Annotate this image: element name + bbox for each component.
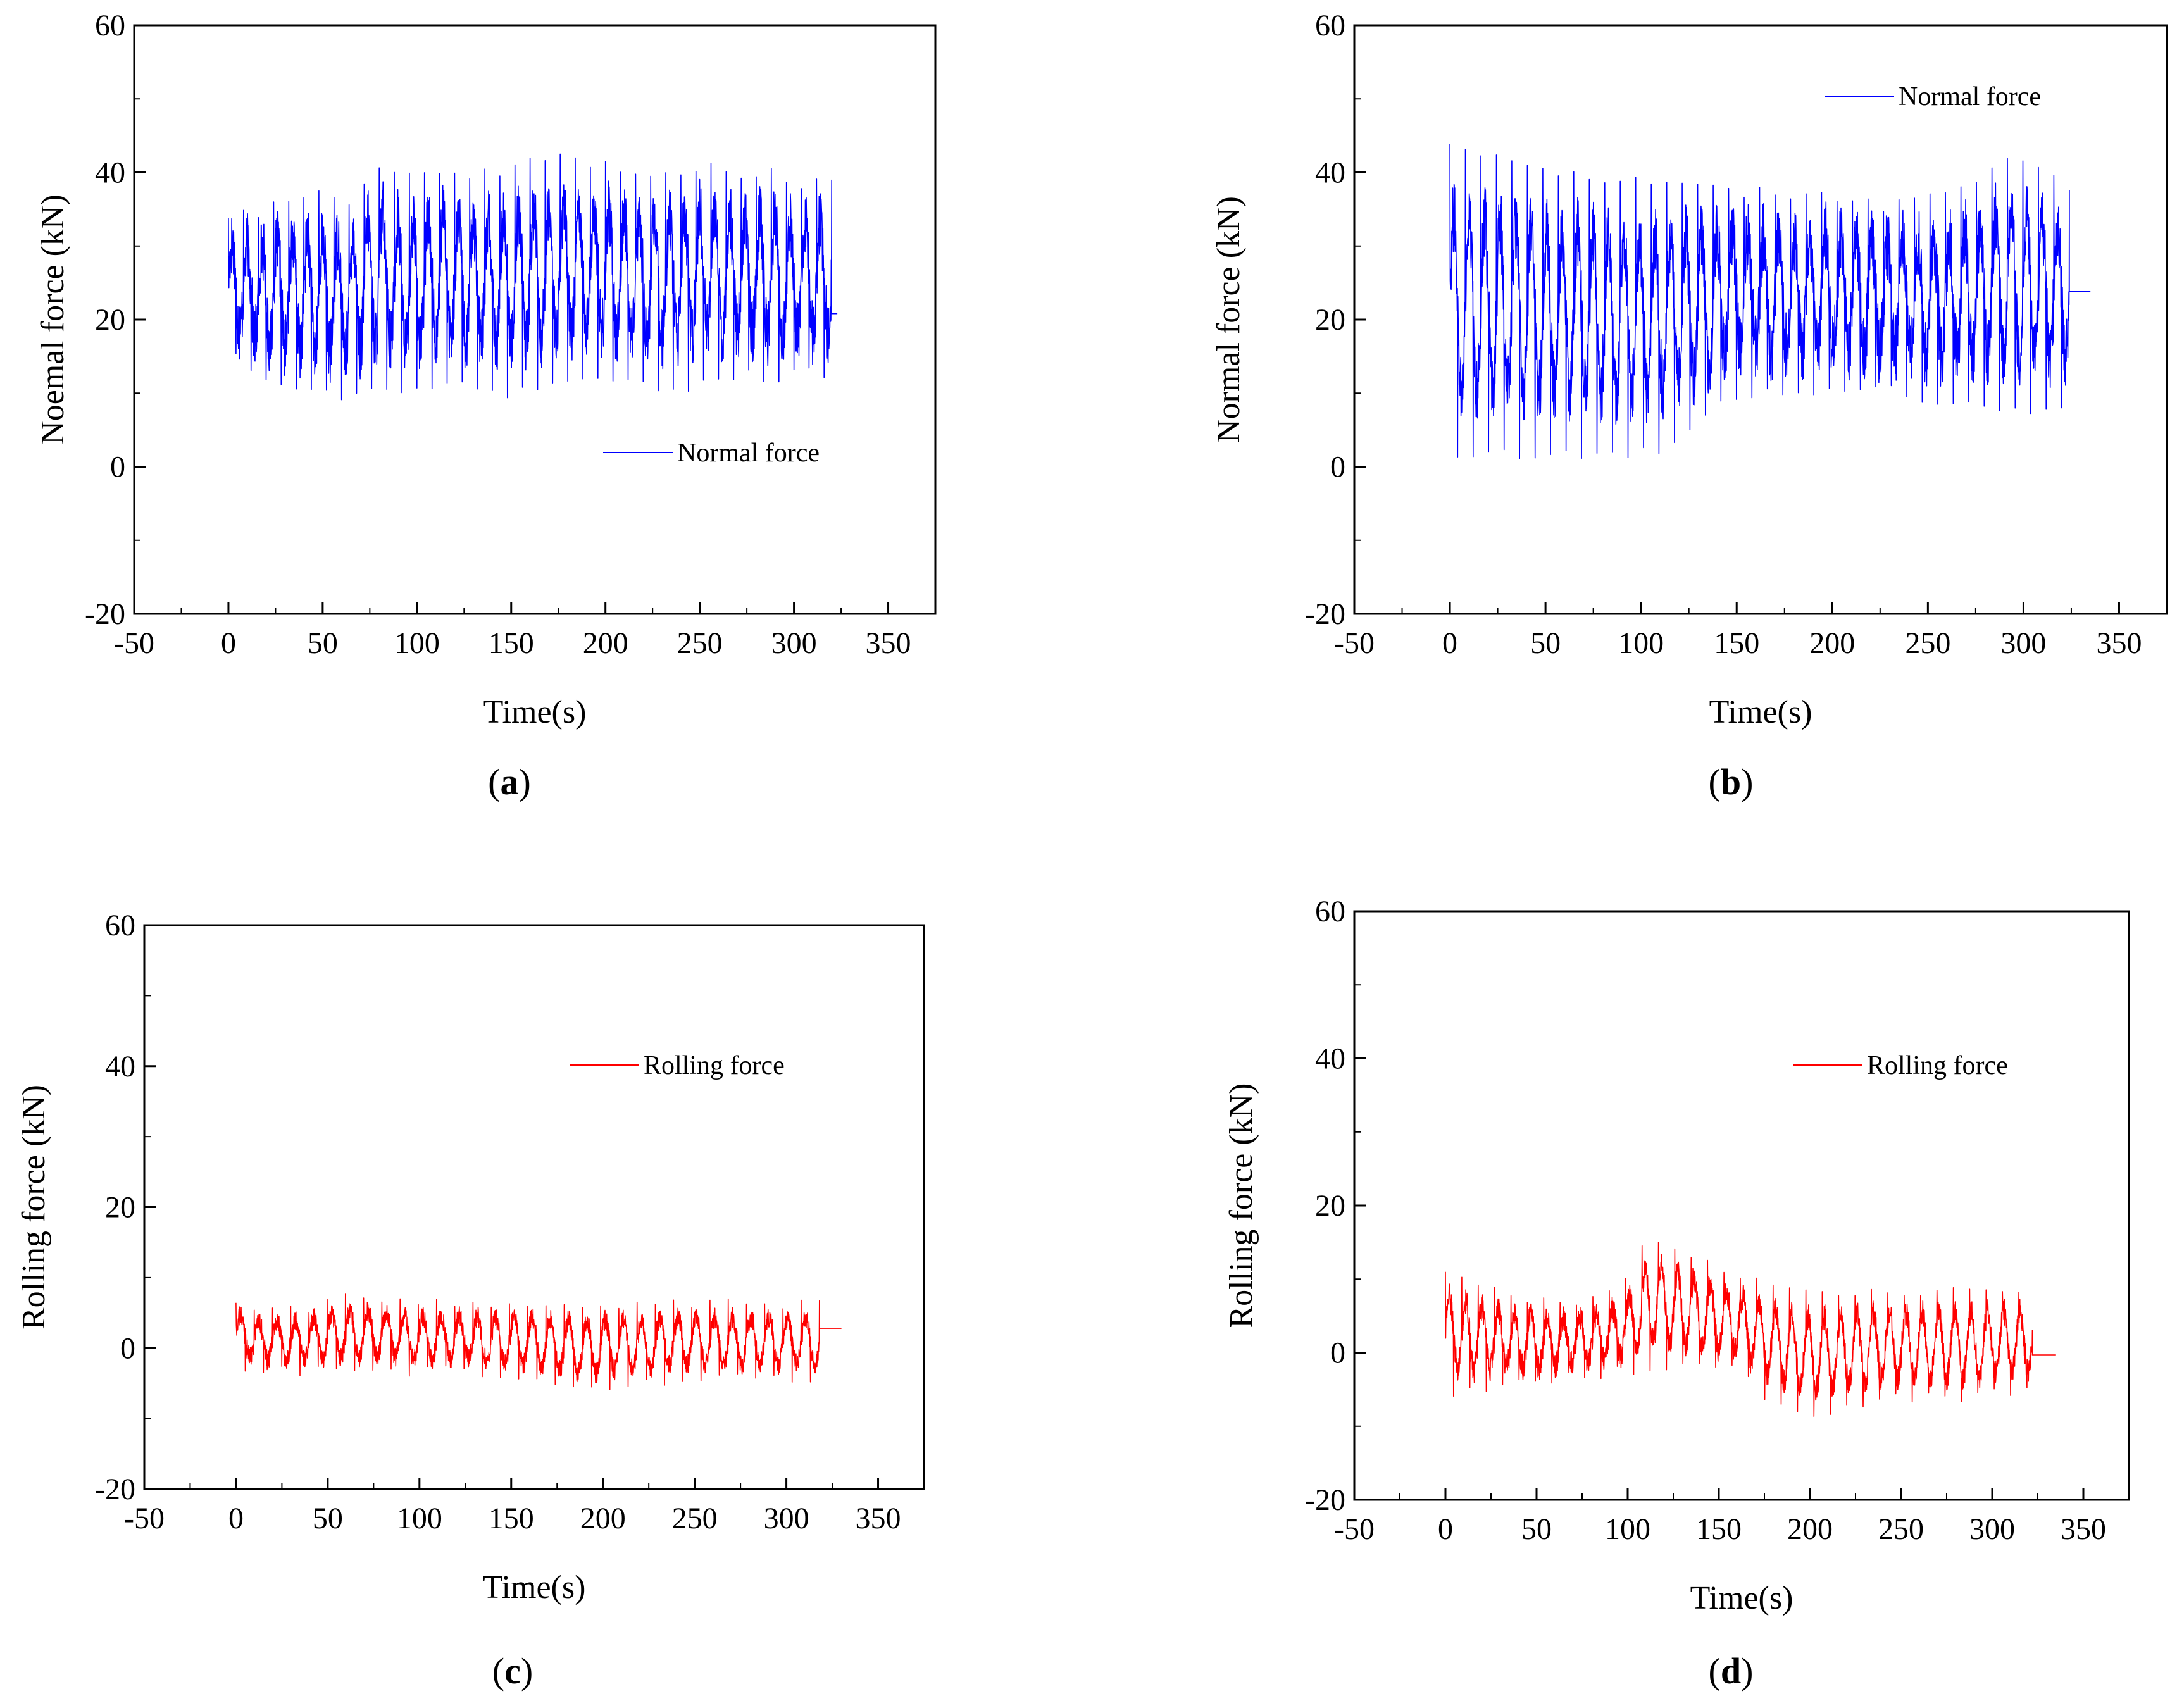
x-tick-label-c: 50 bbox=[313, 1502, 343, 1535]
panel-label-open: ( bbox=[1709, 761, 1721, 802]
chart-panel-a: -50 0 50 100 150 200 250 300 350 -20 0 20 40 60 Time(s… bbox=[35, 9, 937, 802]
y-tick-label-d: 20 bbox=[1315, 1189, 1345, 1223]
x-tick-label-d: 250 bbox=[1878, 1512, 1924, 1546]
chart-panel-d: -50 0 50 100 150 200 250 300 350 -20 0 20 40 60 Time(s… bbox=[1223, 895, 2130, 1692]
panel-label-open: ( bbox=[492, 1650, 504, 1692]
x-tick-label-b: 250 bbox=[1905, 626, 1950, 660]
y-tick-label-d: 40 bbox=[1315, 1042, 1345, 1076]
panel-label-letter: c bbox=[504, 1650, 521, 1692]
chart-panel-c: -50 0 50 100 150 200 250 300 350 -20 0 20 40 60 Time(s… bbox=[16, 909, 925, 1692]
panel-label-letter: b bbox=[1721, 761, 1741, 802]
panel-label-close: ) bbox=[521, 1650, 533, 1692]
panel-label-c: (c) bbox=[492, 1650, 533, 1692]
panel-label-close: ) bbox=[519, 761, 531, 802]
x-tick-label-b: 150 bbox=[1714, 626, 1759, 660]
x-tick-label-c: 200 bbox=[580, 1502, 626, 1535]
y-tick-label-c: 40 bbox=[105, 1050, 135, 1083]
x-tick-label-c: 300 bbox=[764, 1502, 809, 1535]
x-tick-label-a: 250 bbox=[677, 626, 723, 660]
panel-label-a: (a) bbox=[488, 761, 531, 802]
y-tick-label-b: 20 bbox=[1315, 303, 1345, 337]
panel-label-d: (d) bbox=[1709, 1650, 1754, 1692]
y-tick-label-c: 20 bbox=[105, 1191, 135, 1225]
x-tick-label-b: -50 bbox=[1334, 626, 1375, 660]
x-tick-label-b: 200 bbox=[1809, 626, 1855, 660]
y-axis-label-c: Rolling force (kN) bbox=[16, 1085, 52, 1330]
x-tick-label-d: 100 bbox=[1605, 1512, 1650, 1546]
y-tick-label-c: 60 bbox=[105, 909, 135, 942]
legend-label-a: Normal force bbox=[677, 439, 820, 468]
legend-label-b: Normal force bbox=[1899, 82, 2041, 111]
x-tick-label-b: 350 bbox=[2096, 626, 2142, 660]
x-axis-label-c: Time(s) bbox=[483, 1569, 586, 1605]
x-tick-label-a: 350 bbox=[866, 626, 911, 660]
x-tick-label-c: -50 bbox=[124, 1502, 165, 1535]
y-axis-label-a: Noemal force (kN) bbox=[35, 194, 71, 445]
y-tick-label-b: 0 bbox=[1330, 451, 1345, 484]
x-tick-label-d: 200 bbox=[1787, 1512, 1833, 1546]
x-tick-label-b: 300 bbox=[2000, 626, 2046, 660]
y-tick-label-d: 60 bbox=[1315, 895, 1345, 928]
legend-label-d: Rolling force bbox=[1867, 1051, 2008, 1080]
y-tick-label-a: 60 bbox=[95, 9, 125, 42]
panel-label-close: ) bbox=[1741, 1650, 1753, 1692]
y-tick-label-a: -20 bbox=[85, 597, 125, 631]
series-line-d bbox=[1445, 1242, 2056, 1417]
x-tick-label-a: 50 bbox=[308, 626, 338, 660]
plot-frame-c bbox=[143, 924, 925, 1490]
series-line-b bbox=[1449, 144, 2091, 459]
x-tick-label-a: 300 bbox=[771, 626, 817, 660]
x-tick-label-d: 0 bbox=[1438, 1512, 1453, 1546]
y-tick-label-d: 0 bbox=[1330, 1337, 1345, 1370]
x-axis-label-d: Time(s) bbox=[1690, 1580, 1793, 1616]
chart-panel-b: -50 0 50 100 150 200 250 300 350 -20 0 20 40 60 Time(s… bbox=[1211, 9, 2168, 802]
panel-label-b: (b) bbox=[1709, 761, 1754, 802]
x-axis-label-a: Time(s) bbox=[483, 694, 587, 730]
x-tick-label-b: 50 bbox=[1530, 626, 1561, 660]
x-tick-label-a: 150 bbox=[489, 626, 534, 660]
x-tick-label-d: -50 bbox=[1334, 1512, 1375, 1546]
x-tick-label-a: 0 bbox=[221, 626, 236, 660]
plot-frame-b bbox=[1353, 24, 2168, 615]
y-tick-label-b: -20 bbox=[1305, 597, 1345, 631]
x-tick-label-c: 0 bbox=[228, 1502, 244, 1535]
x-tick-label-d: 300 bbox=[1969, 1512, 2015, 1546]
y-tick-label-a: 40 bbox=[95, 156, 125, 190]
panel-label-letter: d bbox=[1721, 1650, 1741, 1692]
legend-label-c: Rolling force bbox=[644, 1051, 785, 1080]
x-tick-label-d: 350 bbox=[2061, 1512, 2106, 1546]
panel-label-close: ) bbox=[1741, 761, 1753, 802]
y-axis-label-b: Normal force (kN) bbox=[1211, 196, 1247, 443]
plot-frame-d bbox=[1353, 910, 2130, 1501]
panel-label-open: ( bbox=[488, 761, 500, 802]
x-tick-label-b: 0 bbox=[1442, 626, 1457, 660]
x-tick-label-d: 50 bbox=[1521, 1512, 1552, 1546]
x-tick-label-c: 250 bbox=[672, 1502, 718, 1535]
x-tick-label-c: 100 bbox=[397, 1502, 442, 1535]
x-tick-label-d: 150 bbox=[1696, 1512, 1742, 1546]
series-line-a bbox=[228, 153, 838, 401]
x-tick-label-b: 100 bbox=[1618, 626, 1664, 660]
y-tick-label-b: 60 bbox=[1315, 9, 1345, 42]
y-tick-label-c: -20 bbox=[95, 1473, 135, 1506]
y-tick-label-b: 40 bbox=[1315, 156, 1345, 190]
x-tick-label-c: 150 bbox=[489, 1502, 534, 1535]
y-tick-label-d: -20 bbox=[1305, 1483, 1345, 1517]
x-tick-label-a: 100 bbox=[394, 626, 440, 660]
y-tick-label-a: 0 bbox=[110, 451, 125, 484]
x-tick-label-a: 200 bbox=[583, 626, 628, 660]
y-tick-label-a: 20 bbox=[95, 303, 125, 337]
y-tick-label-c: 0 bbox=[120, 1331, 135, 1365]
y-axis-label-d: Rolling force (kN) bbox=[1223, 1083, 1259, 1328]
series-line-c bbox=[235, 1293, 842, 1390]
x-tick-label-c: 350 bbox=[856, 1502, 901, 1535]
x-tick-label-a: -50 bbox=[114, 626, 154, 660]
x-axis-label-b: Time(s) bbox=[1709, 694, 1812, 730]
panel-label-open: ( bbox=[1709, 1650, 1721, 1692]
panel-label-letter: a bbox=[501, 761, 519, 802]
